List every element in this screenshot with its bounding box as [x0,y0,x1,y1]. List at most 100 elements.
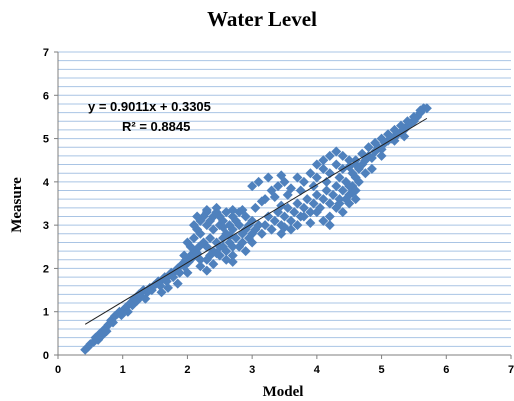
data-point [324,211,335,222]
data-point [353,176,364,187]
data-point [269,215,280,226]
data-point [321,185,332,196]
data-point [305,168,316,179]
x-tick-labels: 0 1 2 3 4 5 6 7 [55,355,514,376]
data-point [321,176,332,187]
data-point [399,124,410,135]
data-point [182,267,193,278]
data-point [302,194,313,205]
data-point [344,155,355,166]
data-point [366,163,377,174]
data-point [234,220,245,231]
data-point [201,265,212,276]
data-point [174,267,185,278]
data-point [263,172,274,183]
data-point [292,172,303,183]
data-point [205,233,216,244]
data-point [344,181,355,192]
data-point [237,204,248,215]
x-tick-label: 5 [379,364,385,376]
data-point [243,233,254,244]
data-point [218,215,229,226]
data-point [227,241,238,252]
data-point [211,202,222,213]
data-point [383,129,394,140]
x-axis-title: Model [263,384,304,400]
data-point [218,241,229,252]
data-point [227,250,238,261]
data-point [298,202,309,213]
data-point [292,198,303,209]
data-point [188,233,199,244]
data-point [289,207,300,218]
trendline-r-squared: R² = 0.8845 [122,119,190,134]
data-point [298,211,309,222]
data-point [240,246,251,257]
data-point [282,189,293,200]
y-tick-label: 7 [43,47,49,59]
trendline [84,117,428,325]
data-point [208,259,219,270]
data-point [292,220,303,231]
data-point [195,228,206,239]
x-tick-label: 3 [249,364,255,376]
data-point [350,185,361,196]
data-point [195,261,206,272]
axes [57,52,511,356]
data-point [340,194,351,205]
data-point [260,220,271,231]
chart-title: Water Level [207,7,317,31]
data-point [337,185,348,196]
data-point [218,222,229,233]
x-tick-label: 4 [314,364,321,376]
x-tick-label: 0 [55,364,61,376]
data-point [192,211,203,222]
data-point [324,198,335,209]
data-point [324,150,335,161]
data-point [179,250,190,261]
data-point [389,135,400,146]
y-tick-label: 3 [43,220,49,232]
x-tick-label: 6 [443,364,449,376]
data-point [298,176,309,187]
data-point [256,228,267,239]
data-point [331,146,342,157]
data-point [211,248,222,259]
x-tick-label: 7 [508,364,514,376]
trendline-equation: y = 0.9011x + 0.3305 [88,99,211,114]
data-point [263,211,274,222]
data-point [188,220,199,231]
data-point [415,105,426,116]
data-point [337,207,348,218]
data-point [247,215,258,226]
data-point [156,287,167,298]
y-tick-labels: 0 1 2 3 4 5 6 7 [43,47,58,362]
y-tick-label: 4 [43,177,50,189]
data-point [395,120,406,131]
data-point [318,194,329,205]
data-point [376,150,387,161]
data-point [266,224,277,235]
data-point [311,207,322,218]
y-axis-title: Measure [9,177,25,233]
data-point [328,189,339,200]
data-point [376,133,387,144]
grid-lines [58,51,511,347]
data-point [208,224,219,235]
data-point [318,163,329,174]
data-point [363,142,374,153]
data-point [337,150,348,161]
data-point [279,211,290,222]
data-point [227,256,238,267]
data-point [201,204,212,215]
data-point [285,224,296,235]
x-tick-label: 1 [120,364,126,376]
data-point [285,215,296,226]
data-point [311,159,322,170]
data-point [334,172,345,183]
data-point [370,137,381,148]
data-point [253,220,264,231]
data-point [250,202,261,213]
data-point [237,237,248,248]
